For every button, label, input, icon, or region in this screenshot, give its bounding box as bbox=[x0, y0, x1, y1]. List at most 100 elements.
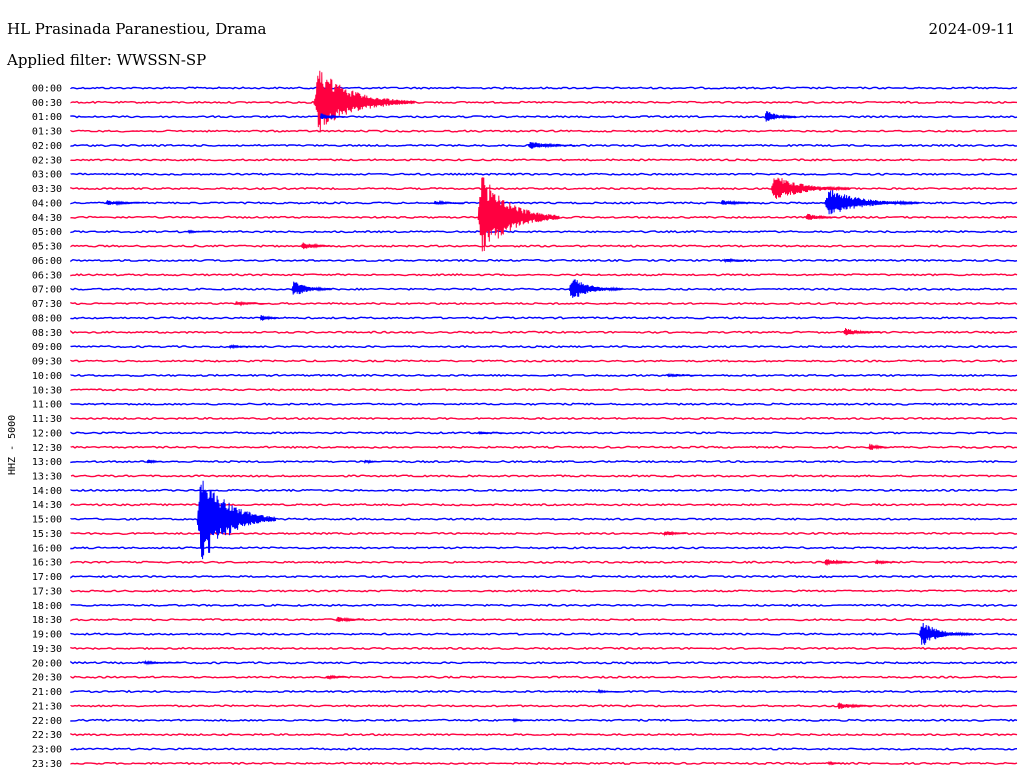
row-label: 02:30 bbox=[32, 155, 62, 166]
event-waveform bbox=[301, 243, 333, 250]
row-label: 03:00 bbox=[32, 170, 62, 181]
event-waveform bbox=[765, 111, 797, 122]
row-label: 10:00 bbox=[32, 371, 62, 382]
trace-0730 bbox=[71, 303, 1017, 305]
row-label: 07:00 bbox=[32, 285, 62, 296]
trace-2300 bbox=[71, 748, 1017, 750]
row-label: 17:00 bbox=[32, 572, 62, 583]
event-waveform bbox=[260, 315, 279, 321]
row-label: 04:30 bbox=[32, 213, 62, 224]
trace-layer bbox=[71, 87, 1017, 764]
event-waveform bbox=[478, 432, 503, 433]
row-label: 05:30 bbox=[32, 242, 62, 253]
row-label: 11:30 bbox=[32, 414, 62, 425]
row-label: 00:00 bbox=[32, 84, 62, 95]
trace-2200 bbox=[71, 720, 1017, 722]
row-label: 22:00 bbox=[32, 716, 62, 727]
trace-1300 bbox=[71, 461, 1017, 463]
row-label: 20:30 bbox=[32, 673, 62, 684]
trace-2130 bbox=[71, 705, 1017, 707]
event-waveform bbox=[875, 560, 897, 564]
event-waveform bbox=[314, 71, 415, 133]
row-label: 06:00 bbox=[32, 256, 62, 267]
trace-1130 bbox=[71, 418, 1017, 420]
row-label: 08:30 bbox=[32, 328, 62, 339]
row-label: 01:00 bbox=[32, 112, 62, 123]
row-label: 03:30 bbox=[32, 184, 62, 195]
event-waveform bbox=[292, 282, 333, 295]
row-label: 19:30 bbox=[32, 644, 62, 655]
event-waveform bbox=[844, 328, 882, 335]
trace-2000 bbox=[71, 662, 1017, 664]
event-waveform bbox=[528, 142, 575, 149]
row-label: 23:30 bbox=[32, 759, 62, 770]
trace-1000 bbox=[71, 375, 1017, 377]
row-label: 22:30 bbox=[32, 730, 62, 741]
row-label: 14:30 bbox=[32, 500, 62, 511]
row-label: 19:00 bbox=[32, 630, 62, 641]
trace-1900 bbox=[71, 633, 1017, 635]
trace-0600 bbox=[71, 260, 1017, 262]
event-waveform bbox=[806, 214, 838, 220]
trace-0030 bbox=[71, 102, 1017, 104]
row-label: 09:00 bbox=[32, 342, 62, 353]
trace-0530 bbox=[71, 245, 1017, 247]
trace-1730 bbox=[71, 590, 1017, 592]
event-waveform bbox=[147, 460, 163, 463]
trace-0130 bbox=[71, 130, 1017, 132]
trace-0000 bbox=[71, 87, 1017, 89]
trace-1030 bbox=[71, 389, 1017, 391]
row-label: 16:30 bbox=[32, 558, 62, 569]
trace-0930 bbox=[71, 360, 1017, 362]
event-waveform bbox=[837, 703, 872, 709]
event-waveform bbox=[919, 623, 973, 645]
row-label: 09:30 bbox=[32, 357, 62, 368]
trace-1600 bbox=[71, 547, 1017, 549]
event-waveform bbox=[569, 279, 623, 298]
row-label: 21:00 bbox=[32, 687, 62, 698]
trace-2030 bbox=[71, 676, 1017, 678]
row-label: 15:30 bbox=[32, 529, 62, 540]
row-label-layer: 00:00 00:30 01:00 01:30 02:00 02:30 03:00 03:30… bbox=[32, 84, 62, 770]
row-label: 12:00 bbox=[32, 428, 62, 439]
row-label: 12:30 bbox=[32, 443, 62, 454]
row-label: 05:00 bbox=[32, 227, 62, 238]
station-title: HL Prasinada Paranestiou, Drama bbox=[7, 20, 267, 38]
event-waveform bbox=[188, 231, 210, 233]
trace-2100 bbox=[71, 691, 1017, 693]
row-label: 18:30 bbox=[32, 615, 62, 626]
trace-1830 bbox=[71, 619, 1017, 621]
row-label: 01:30 bbox=[32, 127, 62, 138]
row-label: 10:30 bbox=[32, 385, 62, 396]
row-label: 07:30 bbox=[32, 299, 62, 310]
date-label: 2024-09-11 bbox=[929, 20, 1015, 38]
trace-1200 bbox=[71, 432, 1017, 434]
row-label: 04:00 bbox=[32, 199, 62, 210]
row-label: 13:30 bbox=[32, 472, 62, 483]
row-label: 14:00 bbox=[32, 486, 62, 497]
channel-label: HHZ - 50000 bbox=[4, 415, 18, 475]
row-label: 00:30 bbox=[32, 98, 62, 109]
trace-1100 bbox=[71, 403, 1017, 405]
trace-0700 bbox=[71, 288, 1017, 290]
filter-label: Applied filter: WWSSN-SP bbox=[7, 51, 206, 69]
row-label: 15:00 bbox=[32, 515, 62, 526]
row-label: 08:00 bbox=[32, 313, 62, 324]
event-waveform bbox=[825, 559, 853, 565]
trace-0630 bbox=[71, 274, 1017, 276]
event-waveform bbox=[869, 444, 888, 450]
trace-0330 bbox=[71, 188, 1017, 190]
trace-0800 bbox=[71, 317, 1017, 319]
row-label: 23:00 bbox=[32, 745, 62, 756]
event-waveform bbox=[106, 200, 147, 205]
event-waveform bbox=[336, 617, 364, 622]
trace-0100 bbox=[71, 116, 1017, 118]
trace-1700 bbox=[71, 576, 1017, 578]
trace-1330 bbox=[71, 475, 1017, 477]
trace-2230 bbox=[71, 734, 1017, 736]
event-waveform bbox=[825, 190, 920, 214]
row-label: 11:00 bbox=[32, 400, 62, 411]
trace-0300 bbox=[71, 173, 1017, 175]
row-label: 20:00 bbox=[32, 658, 62, 669]
